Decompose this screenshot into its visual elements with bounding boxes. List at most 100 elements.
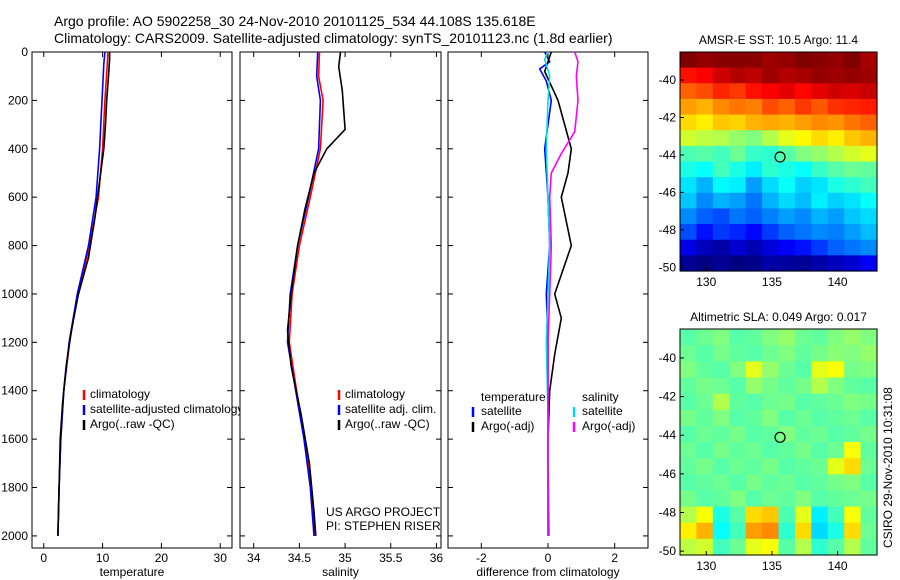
- sla_map-cell: [696, 506, 714, 524]
- sla_map-cell: [827, 409, 845, 427]
- sst_map-cell: [680, 192, 698, 210]
- sst_map-cell: [811, 98, 829, 116]
- sst_map-cell: [794, 130, 812, 147]
- sst_map-cell: [762, 67, 780, 84]
- sla_map-cell: [860, 538, 878, 556]
- sst_map-cell: [712, 98, 730, 116]
- difference-legend-label: Argo(-adj): [481, 419, 534, 433]
- sla_map-cell: [745, 393, 763, 411]
- sst_map-cell: [680, 161, 698, 178]
- sst_map-cell: [778, 192, 796, 210]
- sst_map-cell: [729, 83, 747, 100]
- sst_map-cell: [794, 192, 812, 210]
- sla_map-cell: [729, 361, 747, 379]
- sst_map-cell: [844, 224, 862, 241]
- sst_map-cell: [778, 114, 796, 131]
- sla_map-cell: [778, 361, 796, 379]
- sla_map-cell: [844, 506, 862, 524]
- sst_map-cell: [794, 98, 812, 116]
- sst_map-cell: [794, 177, 812, 194]
- sla_map-cell: [778, 538, 796, 556]
- sst_map-cell: [827, 98, 845, 116]
- sla_map-cell: [696, 393, 714, 411]
- sst_map-cell: [729, 98, 747, 116]
- sla_map-cell: [745, 361, 763, 379]
- sla_map-cell: [762, 458, 780, 475]
- sla_map-cell: [680, 474, 698, 492]
- sst_map-cell: [860, 83, 878, 100]
- sst_map-cell: [794, 83, 812, 100]
- sla_map-cell: [712, 345, 730, 362]
- sla_map-cell: [794, 361, 812, 379]
- sst_map-cell: [696, 98, 714, 116]
- sst_map-cell: [696, 255, 714, 272]
- sla_map-cell: [811, 361, 829, 379]
- chart-panels: 0 10 20 30020040060080010001200140016001800…: [1, 33, 878, 579]
- sst_map-cell: [794, 208, 812, 225]
- salinity-xtick-label: 34: [247, 551, 261, 565]
- sla_map-cell: [844, 377, 862, 395]
- sla_map-cell: [778, 506, 796, 524]
- sla_map-cell: [745, 458, 763, 475]
- sst_map-cell: [811, 130, 829, 147]
- sla_map-cell: [794, 474, 812, 492]
- sst_map-cell: [794, 239, 812, 256]
- sst_map-cell: [745, 52, 763, 69]
- sst_map-cell: [762, 114, 780, 131]
- sst_map-xtick-label: 130: [696, 275, 716, 289]
- sst_map-cell: [778, 98, 796, 116]
- sst_map-cell: [844, 177, 862, 194]
- sla_map-cell: [811, 506, 829, 524]
- sla_map-cell: [729, 425, 747, 443]
- sla_map-cell: [860, 345, 878, 362]
- sst_map-cell: [844, 208, 862, 225]
- sst_map-cell: [827, 114, 845, 131]
- sst_map-cell: [680, 130, 698, 147]
- sst_map-cell: [860, 130, 878, 147]
- sla_map-cell: [860, 506, 878, 524]
- sla_map-cell: [860, 522, 878, 540]
- sla_map-cell: [729, 538, 747, 556]
- sla_map-cell: [680, 522, 698, 540]
- sst_map-cell: [778, 130, 796, 147]
- sla_map-cell: [745, 329, 763, 346]
- sla_map-cell: [696, 329, 714, 346]
- sla_map-cell: [712, 425, 730, 443]
- sla_map-cell: [762, 329, 780, 346]
- header-line-1: Argo profile: AO 5902258_30 24-Nov-2010 …: [54, 13, 536, 29]
- sla_map-cell: [794, 490, 812, 508]
- sla_map-cell: [696, 490, 714, 508]
- sst_map-cell: [729, 255, 747, 272]
- sst_map-cell: [762, 239, 780, 256]
- sst_map-cell: [729, 239, 747, 256]
- sla_map-cell: [745, 425, 763, 443]
- sla_map-cell: [827, 474, 845, 492]
- sst_map-cell: [844, 52, 862, 69]
- sst_map-cell: [680, 98, 698, 116]
- sst_map-cell: [696, 83, 714, 100]
- sst_map-cell: [680, 177, 698, 194]
- sla_map-cell: [729, 345, 747, 362]
- sla_map-cell: [794, 409, 812, 427]
- sla_map-ytick-label: -44: [659, 428, 677, 442]
- sla_map-cell: [844, 409, 862, 427]
- sst_map-cell: [680, 67, 698, 84]
- temperature-ytick-label: 1000: [1, 287, 28, 301]
- sst_map-cell: [811, 192, 829, 210]
- sla_map-cell: [762, 474, 780, 492]
- sla_map-cell: [680, 538, 698, 556]
- sla_map-cell: [794, 377, 812, 395]
- sla_map-cell: [811, 409, 829, 427]
- sla_map-cell: [729, 409, 747, 427]
- sst_map-cell: [745, 239, 763, 256]
- sla_map-cell: [811, 425, 829, 443]
- sla_map-cell: [729, 506, 747, 524]
- sst_map-cell: [794, 145, 812, 163]
- sst_map-cell: [860, 192, 878, 210]
- temperature-ytick-label: 400: [8, 142, 28, 156]
- sla_map-cell: [762, 393, 780, 411]
- sst_map-cell: [745, 114, 763, 131]
- header-line-2: Climatology: CARS2009. Satellite-adjuste…: [54, 30, 612, 46]
